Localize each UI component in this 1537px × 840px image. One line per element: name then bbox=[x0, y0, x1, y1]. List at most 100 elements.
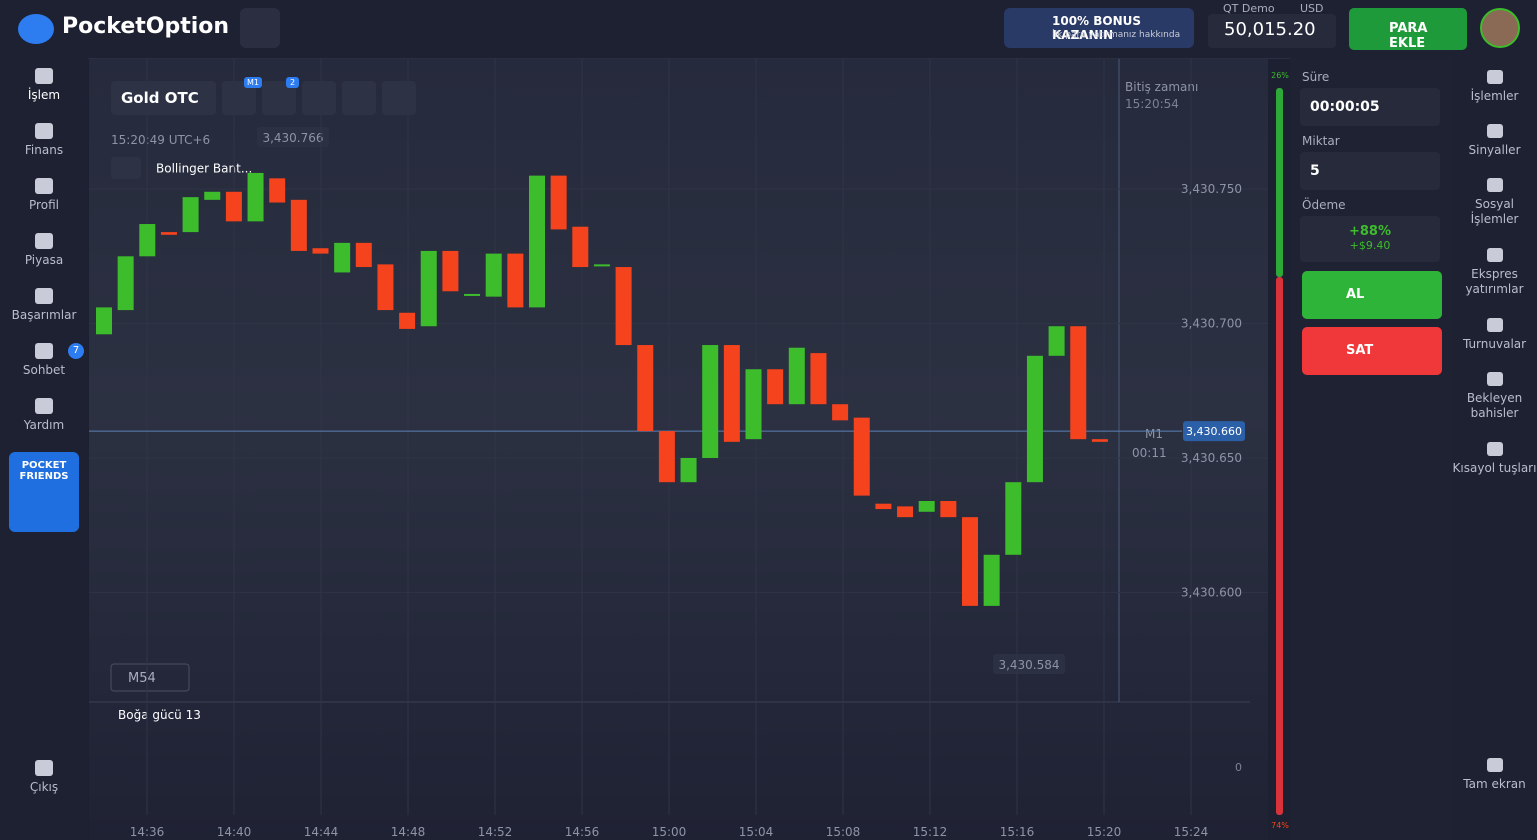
oscillator-name: Boğa gücü 13 bbox=[118, 708, 201, 722]
icon bbox=[1486, 70, 1503, 84]
icon bbox=[1486, 124, 1503, 138]
menu-label: İşlemler bbox=[1470, 89, 1519, 103]
zoom-button[interactable] bbox=[110, 663, 190, 692]
zoom: M54 bbox=[128, 671, 156, 686]
icon bbox=[35, 68, 53, 84]
candle-body bbox=[1026, 355, 1043, 483]
candle-body bbox=[160, 232, 177, 235]
menu-item[interactable]: İşlemler bbox=[1452, 70, 1537, 104]
high-label: 3,430.766 bbox=[262, 131, 323, 145]
indicators-badge: 2 bbox=[286, 77, 300, 88]
expiry-time: 15:20:54 bbox=[1125, 97, 1179, 111]
deposit-button[interactable]: PARA EKLE bbox=[1349, 8, 1467, 51]
asset-button[interactable]: Gold OTC bbox=[111, 81, 216, 115]
asset: Gold OTC bbox=[121, 89, 199, 107]
icon bbox=[35, 760, 53, 776]
candle-body bbox=[767, 369, 784, 405]
candle-body bbox=[810, 353, 827, 405]
icon bbox=[35, 398, 53, 414]
candle-body bbox=[572, 226, 589, 268]
y-tick-label: 3,430.700 bbox=[1181, 317, 1242, 331]
nav-item[interactable]: Başarımlar bbox=[0, 288, 88, 322]
payout-box: +88% +$9.40 bbox=[1300, 216, 1440, 262]
menu-label: Ekspres yatırımlar bbox=[1465, 267, 1524, 296]
candle-body bbox=[593, 264, 610, 267]
nav-item[interactable]: Profil bbox=[0, 178, 88, 212]
account-type: QT Demo bbox=[1223, 2, 1275, 15]
candle-body bbox=[788, 347, 805, 405]
buy: AL bbox=[1346, 287, 1365, 302]
fullscreen[interactable]: Tam ekran bbox=[1452, 758, 1537, 792]
layout-button[interactable] bbox=[382, 81, 416, 115]
candle-body bbox=[420, 250, 437, 327]
sentiment-down bbox=[1276, 277, 1283, 815]
candle-body bbox=[615, 267, 632, 346]
nav-item[interactable]: Piyasa bbox=[0, 233, 88, 267]
draw-button[interactable] bbox=[302, 81, 336, 115]
menu-item[interactable]: Ekspres yatırımlar bbox=[1452, 248, 1537, 297]
favorite-button[interactable] bbox=[240, 8, 280, 48]
nav-item[interactable]: Finans bbox=[0, 123, 88, 157]
sell: SAT bbox=[1346, 343, 1374, 358]
menu-item[interactable]: Sosyal İşlemler bbox=[1452, 178, 1537, 227]
nav-item[interactable]: İşlem bbox=[0, 68, 88, 102]
y-tick-label: 3,430.650 bbox=[1181, 451, 1242, 465]
badge: 7 bbox=[68, 343, 84, 359]
avatar[interactable] bbox=[1480, 8, 1520, 48]
bonus-banner[interactable]: 100% BONUS KAZANIN İlk para yatırmanız h… bbox=[1004, 8, 1194, 48]
oscillator-zero: 0 bbox=[1235, 761, 1242, 774]
candle-body bbox=[247, 172, 264, 222]
high-tag bbox=[257, 127, 329, 147]
candle-body bbox=[962, 517, 978, 606]
x-tick-label: 15:24 bbox=[1174, 825, 1209, 839]
current-price: 3,430.660 bbox=[1186, 425, 1242, 438]
candle-body bbox=[442, 250, 459, 292]
timeframe-badge: M1 bbox=[244, 77, 262, 88]
clock: 15:20:49 UTC+6 bbox=[111, 133, 210, 147]
nav-item[interactable]: Sohbet bbox=[0, 343, 88, 377]
y-tick-label: 3,430.750 bbox=[1181, 182, 1242, 196]
more-button[interactable] bbox=[342, 81, 376, 115]
candle-body bbox=[853, 417, 870, 496]
candle-body bbox=[464, 293, 481, 296]
sentiment-down-label: 74% bbox=[1271, 821, 1289, 830]
nav-label: Piyasa bbox=[24, 253, 64, 267]
low-label: 3,430.584 bbox=[998, 658, 1059, 672]
x-tick-label: 14:52 bbox=[478, 825, 513, 839]
menu-label: Sinyaller bbox=[1468, 143, 1521, 157]
x-tick-label: 15:12 bbox=[913, 825, 948, 839]
promo[interactable]: POCKET FRIENDS bbox=[9, 452, 79, 532]
candle-body bbox=[940, 501, 957, 518]
menu-item[interactable]: Turnuvalar bbox=[1452, 318, 1537, 352]
balance-box[interactable]: 50,015.20 bbox=[1208, 14, 1336, 48]
x-tick-label: 15:08 bbox=[826, 825, 861, 839]
exit[interactable]: Çıkış bbox=[0, 760, 88, 794]
fullscreen-label: Tam ekran bbox=[1463, 777, 1526, 791]
nav-label: Finans bbox=[24, 143, 64, 157]
duration-box[interactable]: 00:00:05 bbox=[1300, 88, 1440, 126]
menu-item[interactable]: Kısayol tuşları bbox=[1452, 442, 1537, 476]
menu-item[interactable]: Bekleyen bahisler bbox=[1452, 372, 1537, 421]
nav-item[interactable]: Yardım bbox=[0, 398, 88, 432]
menu-item[interactable]: Sinyaller bbox=[1452, 124, 1537, 158]
collapse-button[interactable] bbox=[111, 157, 141, 179]
sell-button[interactable]: SAT bbox=[1302, 327, 1442, 375]
indicator-name: Bollinger Bant... bbox=[156, 162, 252, 176]
candle-body bbox=[96, 307, 112, 335]
icon bbox=[35, 343, 53, 359]
candle-body bbox=[918, 501, 935, 512]
x-tick-label: 15:16 bbox=[1000, 825, 1035, 839]
candle-body bbox=[875, 503, 892, 510]
candle-body bbox=[550, 175, 567, 230]
icon bbox=[1486, 758, 1503, 772]
icon bbox=[1486, 372, 1503, 386]
x-tick-label: 14:56 bbox=[565, 825, 600, 839]
amount-box[interactable]: 5 bbox=[1300, 152, 1440, 190]
candle-body bbox=[680, 457, 697, 483]
buy-button[interactable]: AL bbox=[1302, 271, 1442, 319]
countdown: 00:11 bbox=[1132, 446, 1167, 460]
sidebar bbox=[0, 58, 88, 840]
promo-text: POCKET FRIENDS bbox=[19, 460, 69, 482]
